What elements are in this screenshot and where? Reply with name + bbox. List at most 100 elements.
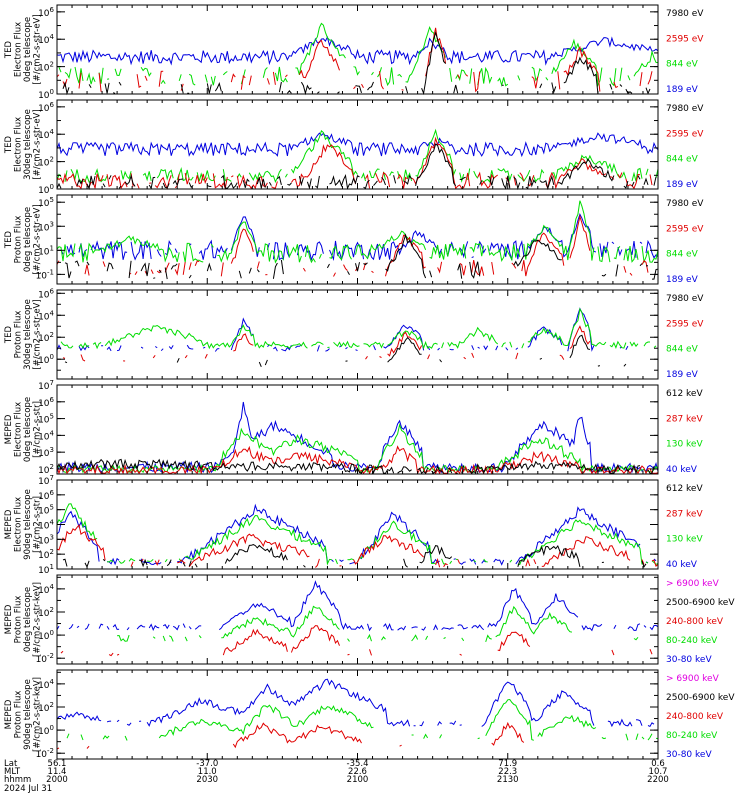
legend-entry: 2500-6900 keV [666,598,735,608]
y-tick-label: 104 [38,128,54,141]
row-label: Lat [4,759,18,769]
y-tick-label: 10-2 [36,747,54,760]
y-axis-label: Electron Flux [14,22,24,77]
x-tick-label: 71.9 [498,759,517,769]
y-tick-label: 101 [38,244,54,257]
y-tick-label: 100 [38,353,54,366]
y-axis-label: TED [4,325,14,344]
series-line-1 [56,35,659,66]
series-line-3 [60,625,653,657]
y-tick-label: 102 [38,331,54,344]
y-tick-label: 104 [38,429,54,442]
y-tick-label: 102 [38,61,54,74]
y-axis-label: 30deg telescope [23,299,33,370]
series-line-2 [56,503,659,566]
series-line-2 [56,200,659,264]
legend-entry: 2500-6900 keV [666,693,735,703]
legend-entry: 844 eV [666,155,699,165]
series-line-4 [56,143,657,191]
y-axis-label: [#/cm2-s-str-keV] [33,582,43,657]
y-axis-label: [#/cm2-s-str-eV] [33,204,43,274]
y-tick-label: 101 [38,563,54,576]
series-line-1 [56,503,657,566]
x-tick-label: 22.6 [348,767,367,777]
legend-entry: 612 keV [666,389,703,399]
y-axis-label: 0deg telescope [23,17,33,82]
series-line-2 [56,128,659,183]
x-tick-label: 2200 [647,775,669,785]
y-axis-label: 30deg telescope [23,109,33,180]
y-tick-label: 106 [38,287,54,300]
y-axis-label: [#/cm2-s-str-eV] [33,14,43,84]
legend-entry: > 6900 keV [666,674,720,684]
series-line-1 [56,132,659,158]
legend-entry: 844 eV [666,60,699,70]
y-tick-label: 103 [38,220,54,233]
x-tick-label: 11.0 [198,767,217,777]
y-tick-label: 106 [38,101,54,114]
y-tick-label: 103 [38,446,54,459]
y-axis-label: 90deg telescope [23,679,33,750]
legend-entry: 189 eV [666,370,699,380]
y-axis-label: MEPED [4,509,14,539]
y-tick-label: 104 [38,583,54,596]
panel-5: 102 103 104 105 106 107 MEPED Electron Flux 0deg… [4,379,703,476]
y-axis-label: Proton Flux [14,216,24,264]
y-axis-label: 0deg telescope [23,397,33,462]
series-line-3 [57,723,650,749]
y-tick-label: 102 [38,156,54,169]
y-tick-label: 107 [38,474,54,487]
legend-entry: 30-80 keV [666,655,712,665]
y-tick-label: 100 [38,629,54,642]
legend-entry: 189 eV [666,180,699,190]
x-tick-label: 2130 [497,775,519,785]
y-tick-label: 102 [38,701,54,714]
legend-entry: 844 eV [666,250,699,260]
legend-entry: 40 keV [666,465,698,475]
y-tick-label: 104 [38,33,54,46]
y-tick-label: 100 [38,724,54,737]
legend-entry: 240-800 keV [666,712,724,722]
series-line-2 [60,307,657,350]
y-tick-label: 106 [38,489,54,502]
x-tick-label: 10.7 [649,767,668,777]
y-tick-label: 102 [38,548,54,561]
legend-entry: 80-240 keV [666,731,718,741]
y-axis-label: [#/cm2-s-str] [33,496,43,553]
panel-frame [56,669,659,760]
series-line-2 [56,423,659,474]
y-tick-label: 104 [38,678,54,691]
legend-entry: 612 keV [666,484,703,494]
row-label: hhmm [4,775,31,785]
legend-entry: 2595 eV [666,319,704,329]
panel-frame [56,289,659,380]
legend-entry: 189 eV [666,275,699,285]
x-tick-label: 2030 [196,775,218,785]
y-axis-label: TED [4,40,14,59]
date-label: 2024 Jul 31 [4,784,52,794]
x-tick-label: 0.6 [651,759,665,769]
legend-entry: 287 keV [666,509,703,519]
legend-entry: 7980 eV [666,9,704,19]
y-tick-label: 105 [38,196,54,209]
y-tick-label: 100 [38,183,54,196]
row-label: MLT [4,767,21,777]
panel-1: 100 102 104 106 TED Electron Flux 0deg telesco… [4,4,704,101]
y-tick-label: 104 [38,309,54,322]
panel-2: 100 102 104 106 TED Electron Flux 30deg telesc… [4,99,704,196]
y-axis-label: [#/cm2-s-str-eV] [33,299,43,369]
y-tick-label: 107 [38,379,54,392]
series-line-2 [66,698,659,741]
legend-entry: 240-800 keV [666,617,724,627]
legend-entry: 7980 eV [666,104,704,114]
legend-entry: 844 eV [666,345,699,355]
x-tick-label: 11.4 [48,767,67,777]
series-line-1 [56,678,655,728]
legend-entry: 40 keV [666,560,698,570]
y-tick-label: 106 [38,396,54,409]
y-tick-label: 105 [38,413,54,426]
y-axis-label: Proton Flux [14,691,24,739]
series-line-4 [63,33,656,94]
